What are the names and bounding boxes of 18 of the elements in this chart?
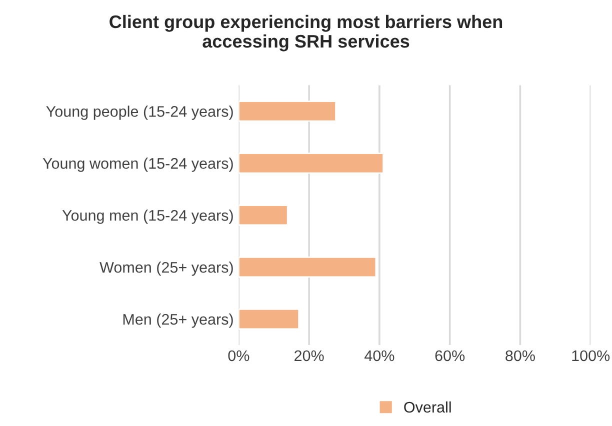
x-tick-label: 60% [435, 350, 465, 362]
bar [238, 204, 288, 226]
bar [238, 256, 377, 278]
x-tick-label: 80% [506, 350, 535, 362]
bar [238, 100, 336, 122]
y-tick-label: Men (25+ years) [123, 314, 233, 328]
bar [238, 308, 300, 330]
y-tick-label: Young men (15-24 years) [62, 210, 233, 224]
y-tick-label: Women (25+ years) [100, 262, 233, 276]
chart-title: Client group experiencing most barriers when accessing SRH services [110, 14, 502, 52]
y-tick-label: Young people (15-24 years) [46, 106, 233, 120]
y-tick-label: Young women (15-24 years) [42, 158, 233, 172]
legend-label: Overall [404, 401, 451, 413]
bar [238, 152, 384, 174]
x-tick-label: 100% [572, 350, 610, 362]
x-tick-label: 20% [294, 350, 324, 362]
x-tick-label: 40% [364, 350, 394, 362]
x-tick-label: 0% [228, 350, 250, 362]
